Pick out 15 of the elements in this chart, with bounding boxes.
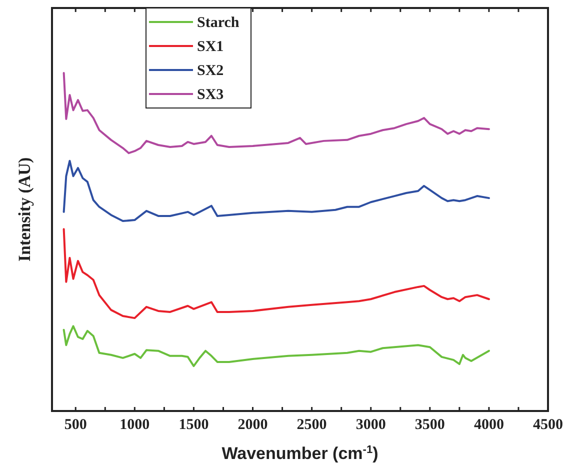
legend-label: SX1 — [197, 39, 224, 55]
legend-label: Starch — [197, 15, 240, 31]
x-axis-title: Wavenumber (cm$^{-1}$) — [222, 444, 378, 463]
x-tick-label: 4000 — [474, 417, 504, 433]
x-tick-label: 500 — [64, 417, 87, 433]
x-tick-label: 2000 — [238, 417, 268, 433]
x-tick-label: 3500 — [414, 417, 445, 433]
x-tick-label: 3000 — [356, 417, 386, 433]
x-tick-label: 1500 — [178, 417, 209, 433]
legend-label: SX3 — [197, 87, 224, 103]
x-tick-label: 4500 — [533, 417, 563, 433]
y-axis-title: Intensity (AU) — [15, 157, 34, 262]
legend-label: SX2 — [197, 63, 224, 79]
x-tick-label: 2500 — [296, 417, 327, 433]
x-tick-label: 1000 — [120, 417, 150, 433]
